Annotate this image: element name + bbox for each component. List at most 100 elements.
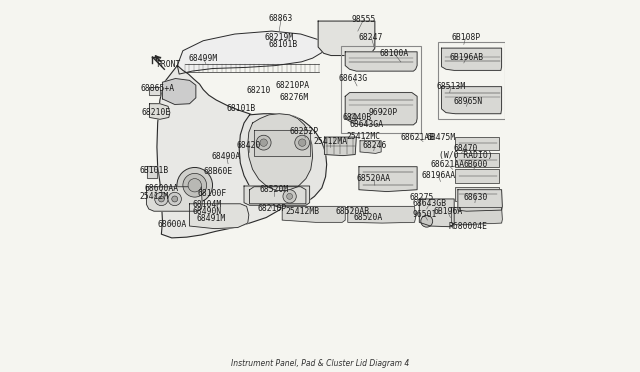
Circle shape [295, 135, 310, 150]
Circle shape [283, 190, 296, 203]
Circle shape [188, 179, 202, 192]
Circle shape [298, 139, 306, 146]
Text: Instrument Panel, Pad & Cluster Lid Diagram 4: Instrument Panel, Pad & Cluster Lid Diag… [231, 359, 409, 368]
Polygon shape [419, 199, 454, 227]
Text: 68210E: 68210E [141, 108, 171, 117]
Polygon shape [282, 206, 345, 222]
Bar [455, 169, 499, 183]
Polygon shape [348, 206, 415, 223]
Polygon shape [148, 87, 160, 95]
Polygon shape [147, 187, 202, 211]
Text: 68100F: 68100F [197, 189, 227, 198]
Text: 68247: 68247 [359, 32, 383, 42]
Text: 68276M: 68276M [280, 93, 308, 102]
Text: 68B60E: 68B60E [204, 167, 233, 176]
Circle shape [168, 192, 181, 206]
Text: 68210: 68210 [246, 86, 271, 95]
Text: 6B196AB: 6B196AB [450, 52, 484, 61]
Text: 68104M: 68104M [193, 200, 222, 209]
Text: 68210PA: 68210PA [276, 81, 310, 90]
Text: 68246: 68246 [363, 141, 387, 150]
Polygon shape [452, 208, 502, 225]
Text: 25412MC: 25412MC [347, 132, 381, 141]
Text: 68643G: 68643G [339, 74, 368, 83]
Text: 68643GA: 68643GA [349, 120, 384, 129]
Text: 68101B: 68101B [268, 40, 298, 49]
Text: 68440B: 68440B [342, 113, 372, 122]
Text: 96920P: 96920P [369, 108, 397, 117]
Polygon shape [345, 52, 417, 71]
Text: 68420: 68420 [237, 141, 261, 150]
Text: 68252P: 68252P [290, 126, 319, 136]
Circle shape [183, 173, 207, 197]
Text: 68863: 68863 [269, 14, 293, 23]
Polygon shape [189, 204, 249, 229]
Text: 68499M: 68499M [189, 54, 218, 62]
Bar [342, 46, 421, 134]
Polygon shape [345, 93, 417, 125]
Text: 96501: 96501 [412, 211, 436, 219]
Bar [455, 187, 499, 201]
Text: 68275: 68275 [410, 193, 434, 202]
Text: FRONT: FRONT [156, 60, 180, 69]
Text: 68490N: 68490N [193, 208, 222, 217]
Circle shape [256, 135, 271, 150]
Circle shape [177, 167, 212, 203]
Polygon shape [163, 78, 196, 105]
Polygon shape [157, 65, 305, 238]
Text: 68490A: 68490A [212, 152, 241, 161]
Text: 6B475M: 6B475M [427, 132, 456, 142]
Text: 6B101B: 6B101B [140, 166, 168, 175]
Polygon shape [244, 186, 310, 205]
Text: 68513M: 68513M [436, 82, 465, 91]
Polygon shape [250, 187, 306, 204]
Text: 68219M: 68219M [264, 32, 294, 42]
Polygon shape [359, 167, 417, 192]
Circle shape [155, 192, 168, 206]
Text: 68100A: 68100A [380, 49, 409, 58]
Text: 68520A: 68520A [353, 213, 383, 222]
Text: 68491M: 68491M [196, 214, 225, 223]
Circle shape [260, 139, 268, 146]
Polygon shape [360, 141, 381, 153]
Text: 68600AA: 68600AA [144, 185, 179, 193]
Text: 68520AB: 68520AB [335, 207, 370, 216]
Text: 68643GB: 68643GB [412, 199, 446, 208]
Polygon shape [254, 130, 310, 155]
Text: 25412M: 25412M [140, 192, 168, 201]
Polygon shape [442, 87, 502, 114]
Text: 25412MB: 25412MB [285, 207, 319, 216]
Text: 68101B: 68101B [226, 105, 255, 113]
Bar [455, 153, 499, 167]
Text: 68600A: 68600A [157, 221, 186, 230]
Text: 68630: 68630 [463, 193, 488, 202]
Circle shape [287, 193, 292, 199]
Text: R680004E: R680004E [449, 221, 488, 231]
Text: 6B196A: 6B196A [433, 208, 463, 217]
Text: 68470: 68470 [454, 144, 478, 153]
Circle shape [172, 196, 178, 202]
Polygon shape [324, 137, 356, 155]
Text: 68621AB: 68621AB [400, 132, 434, 142]
Text: 68520AA: 68520AA [356, 174, 391, 183]
Text: 68196AA: 68196AA [422, 171, 456, 180]
Circle shape [349, 114, 357, 121]
Text: 68520M: 68520M [259, 185, 288, 194]
Polygon shape [239, 114, 326, 208]
Polygon shape [150, 104, 170, 119]
Text: 68965N: 68965N [454, 97, 483, 106]
Circle shape [159, 196, 164, 202]
Circle shape [421, 215, 433, 227]
Polygon shape [147, 166, 157, 178]
Polygon shape [177, 31, 324, 74]
Bar [438, 42, 504, 119]
Text: 6B108P: 6B108P [451, 33, 480, 42]
Text: 6B600: 6B600 [463, 160, 488, 169]
Bar [455, 137, 499, 150]
Text: 68865+A: 68865+A [141, 84, 175, 93]
Polygon shape [318, 21, 375, 55]
Text: 25412MA: 25412MA [314, 137, 348, 146]
Text: 68621AA: 68621AA [431, 160, 465, 169]
Polygon shape [442, 48, 502, 70]
Text: 98555: 98555 [351, 15, 376, 24]
